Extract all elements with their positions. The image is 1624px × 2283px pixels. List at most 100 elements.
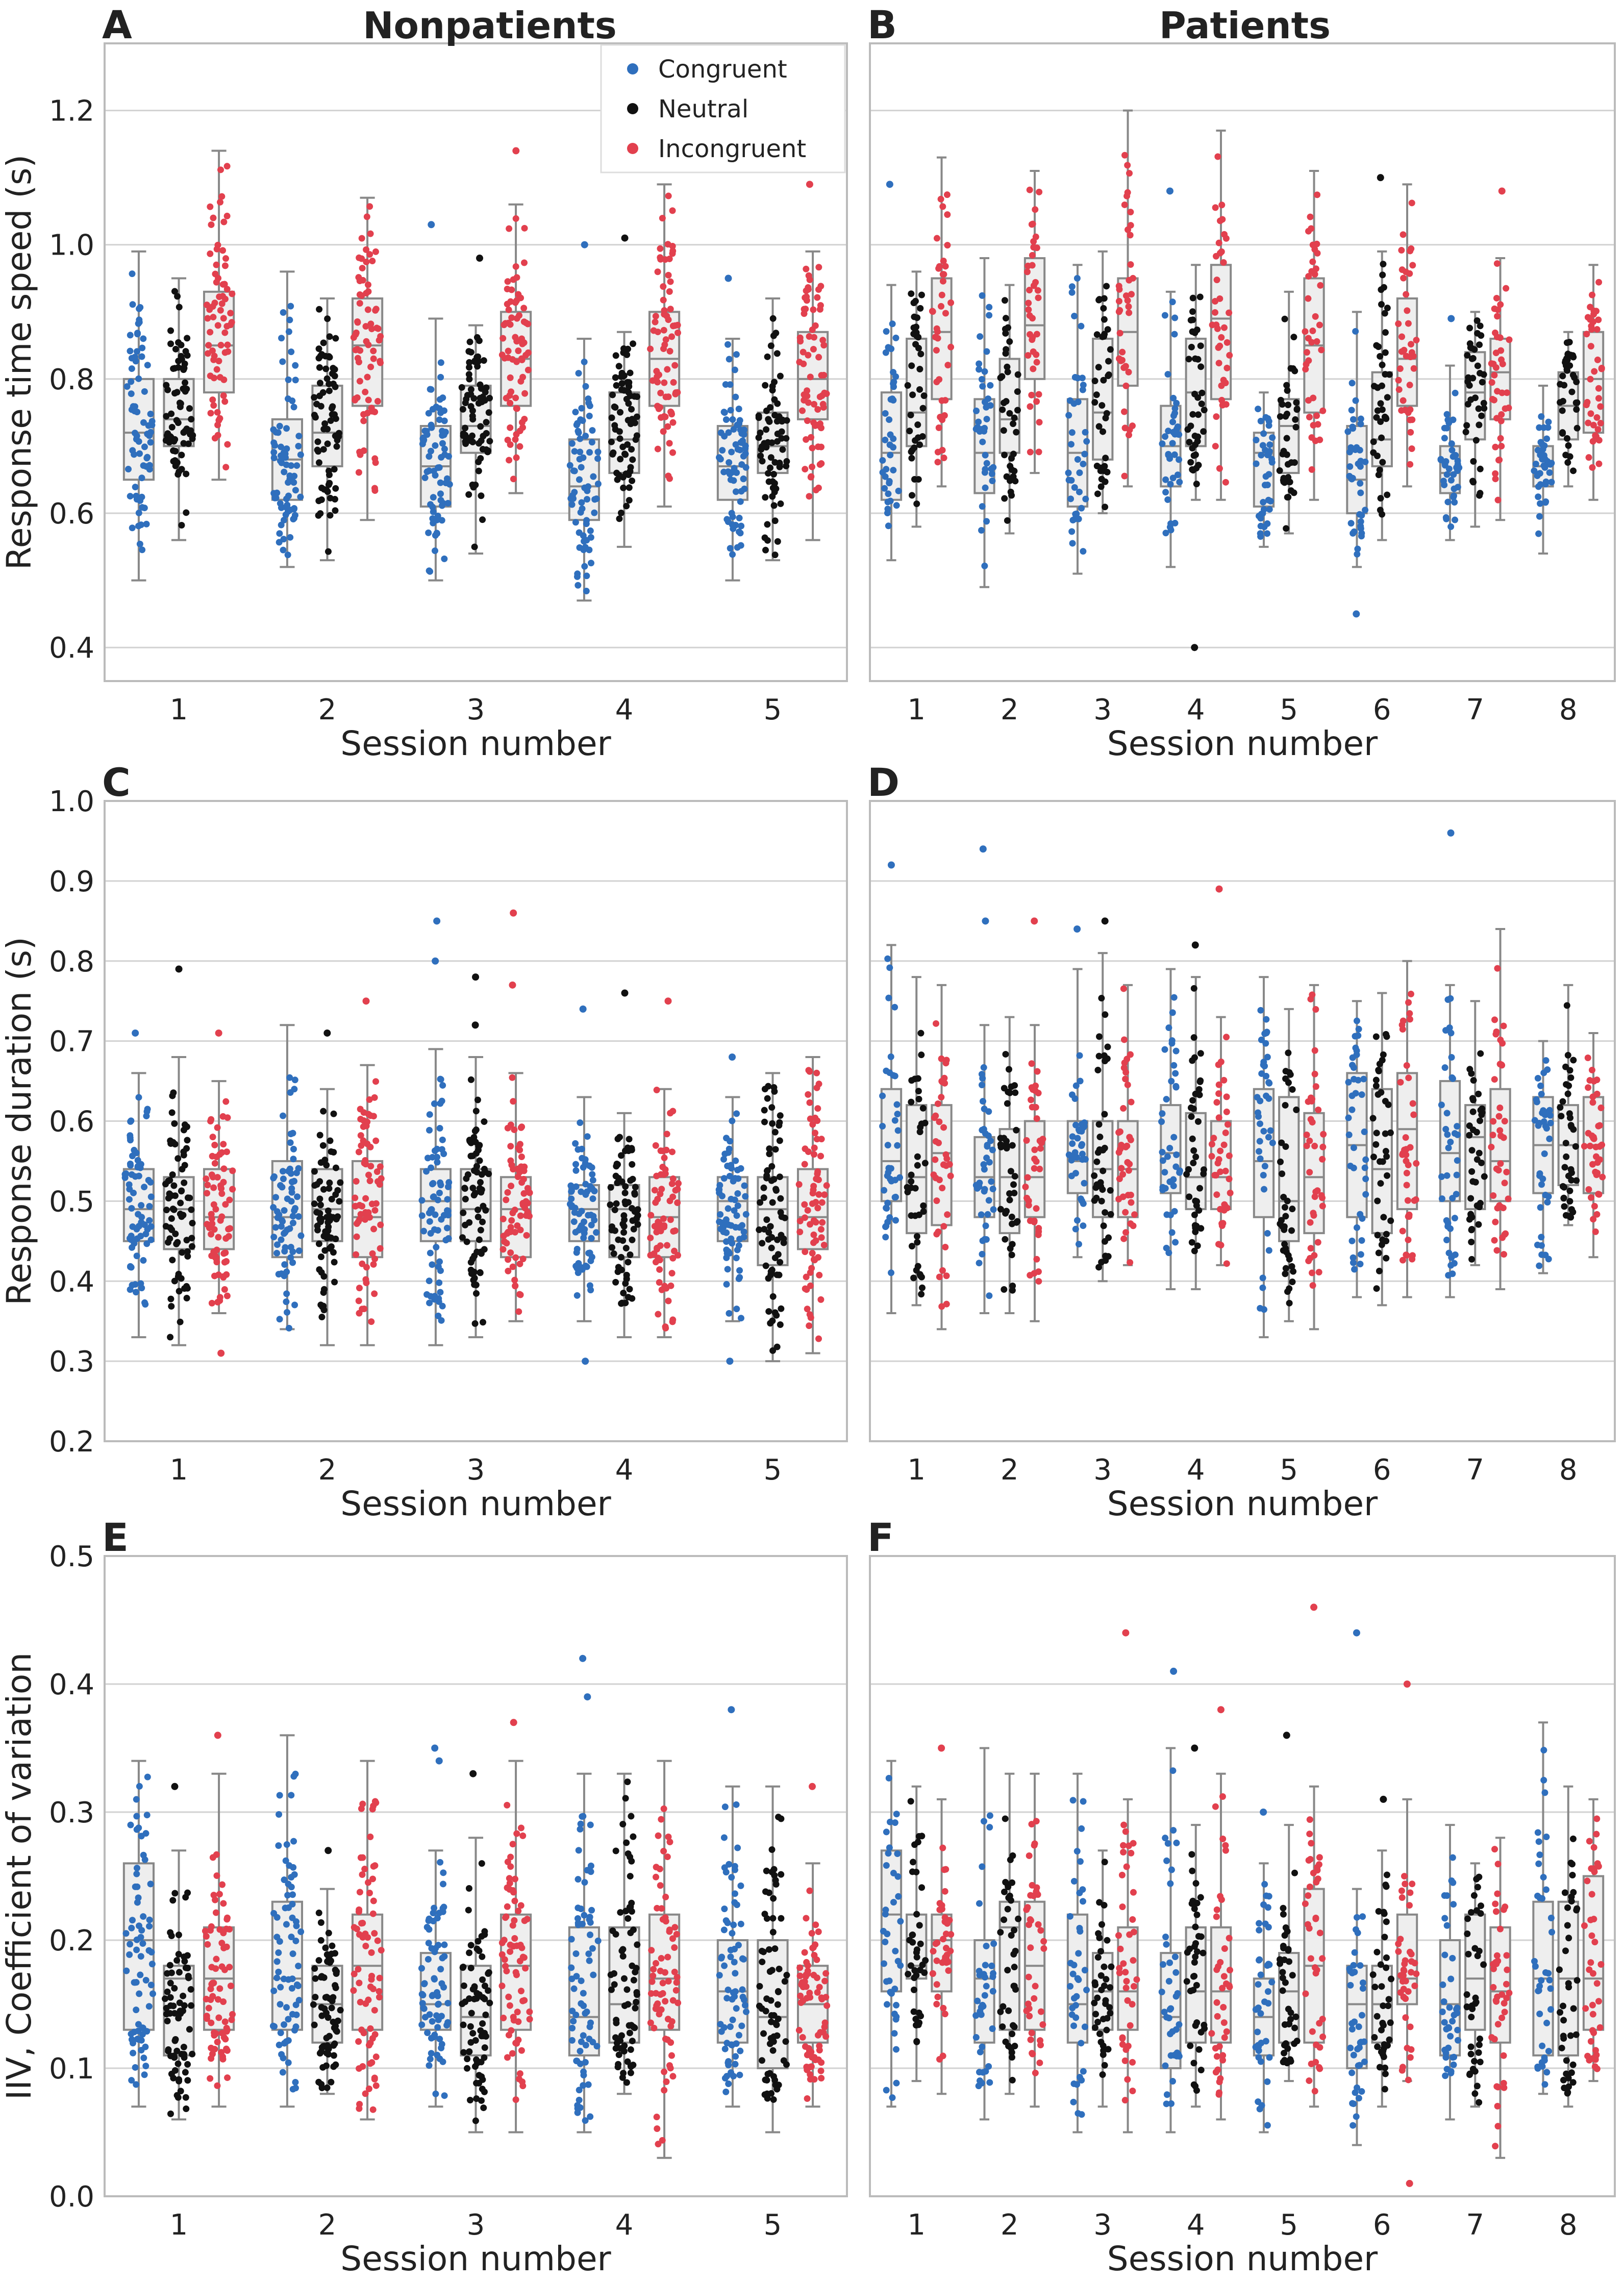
data-point [134, 330, 141, 337]
data-point [1311, 1047, 1318, 1054]
data-point [1170, 1134, 1178, 1141]
data-point [589, 427, 596, 434]
data-point [1279, 1223, 1286, 1230]
data-point [1377, 353, 1384, 360]
data-point [184, 2077, 191, 2084]
data-point [460, 1209, 467, 1216]
data-point [1440, 478, 1447, 485]
data-point [1591, 1202, 1598, 1210]
data-point [583, 537, 590, 544]
data-point [188, 2002, 195, 2009]
data-point [315, 459, 322, 466]
data-point [216, 1891, 223, 1898]
data-point [373, 324, 380, 332]
data-point [506, 457, 513, 464]
data-point [1176, 1167, 1183, 1174]
data-point [462, 1195, 469, 1202]
data-point [1538, 1234, 1545, 1241]
data-point [330, 2042, 337, 2049]
data-point [1470, 479, 1477, 486]
data-point [211, 1141, 218, 1148]
data-point [1119, 348, 1126, 356]
data-point [133, 1813, 140, 1820]
data-point [426, 1218, 433, 1225]
data-point [176, 304, 183, 311]
data-point [669, 322, 677, 330]
data-point [660, 327, 667, 334]
data-point [323, 1994, 330, 2001]
box-incongruent-session-3 [498, 147, 532, 494]
data-point [667, 1216, 674, 1223]
data-point [758, 446, 765, 453]
data-point [138, 353, 145, 360]
data-point [324, 440, 331, 447]
data-point [584, 1133, 591, 1140]
data-point [288, 1792, 295, 1799]
data-point [912, 341, 919, 348]
data-point [283, 1841, 290, 1848]
data-point [1004, 363, 1011, 370]
data-point [374, 398, 381, 405]
data-point [1314, 421, 1321, 428]
data-point [223, 286, 231, 293]
data-point [1101, 463, 1108, 470]
data-point [588, 1221, 595, 1228]
data-point [1172, 1083, 1180, 1090]
data-point [657, 1227, 664, 1235]
data-point [769, 387, 776, 394]
data-point [1406, 1010, 1413, 1017]
data-point [1567, 1074, 1575, 1081]
data-point [776, 459, 783, 466]
data-point [909, 492, 916, 499]
data-point [1453, 464, 1460, 471]
data-point [932, 1112, 939, 1119]
outlier-point [323, 1029, 331, 1037]
data-point [1284, 494, 1291, 501]
data-point [815, 354, 822, 361]
data-point [372, 1200, 380, 1207]
data-point [882, 436, 889, 443]
data-point [1165, 1024, 1172, 1032]
data-point [270, 1174, 277, 1182]
data-point [432, 442, 439, 449]
data-point [1196, 1091, 1203, 1098]
data-point [224, 341, 231, 348]
data-point [1004, 1100, 1011, 1107]
box-congruent-session-5 [1253, 976, 1276, 1339]
data-point [207, 372, 214, 380]
data-point [891, 1194, 898, 1201]
data-point [661, 1222, 668, 1229]
data-point [916, 365, 923, 372]
data-point [816, 461, 823, 468]
data-point [720, 1156, 728, 1163]
data-point [289, 1950, 296, 1958]
data-point [466, 1219, 473, 1226]
data-point [506, 392, 513, 399]
data-point [776, 1122, 783, 1129]
x-tick-label: 4 [615, 693, 634, 726]
data-point [524, 349, 532, 356]
data-point [1585, 419, 1592, 427]
data-point [128, 1233, 135, 1240]
data-point [1127, 232, 1134, 239]
outlier-point [509, 981, 516, 989]
data-point [814, 294, 821, 301]
x-tick-label: 3 [467, 693, 485, 726]
data-point [1585, 454, 1592, 461]
data-point [163, 413, 170, 420]
data-point [1375, 1066, 1382, 1073]
data-point [1279, 1170, 1286, 1177]
box-neutral-session-4 [607, 989, 641, 1339]
data-point [1545, 418, 1552, 425]
data-point [614, 1161, 621, 1168]
data-point [167, 340, 174, 347]
data-point [740, 475, 747, 482]
data-point [279, 1168, 286, 1175]
data-point [358, 292, 365, 299]
data-point [148, 418, 156, 425]
data-point [357, 347, 364, 354]
data-point [1190, 1160, 1197, 1167]
data-point [1403, 1169, 1410, 1176]
data-point [1290, 489, 1297, 496]
data-point [362, 323, 369, 330]
